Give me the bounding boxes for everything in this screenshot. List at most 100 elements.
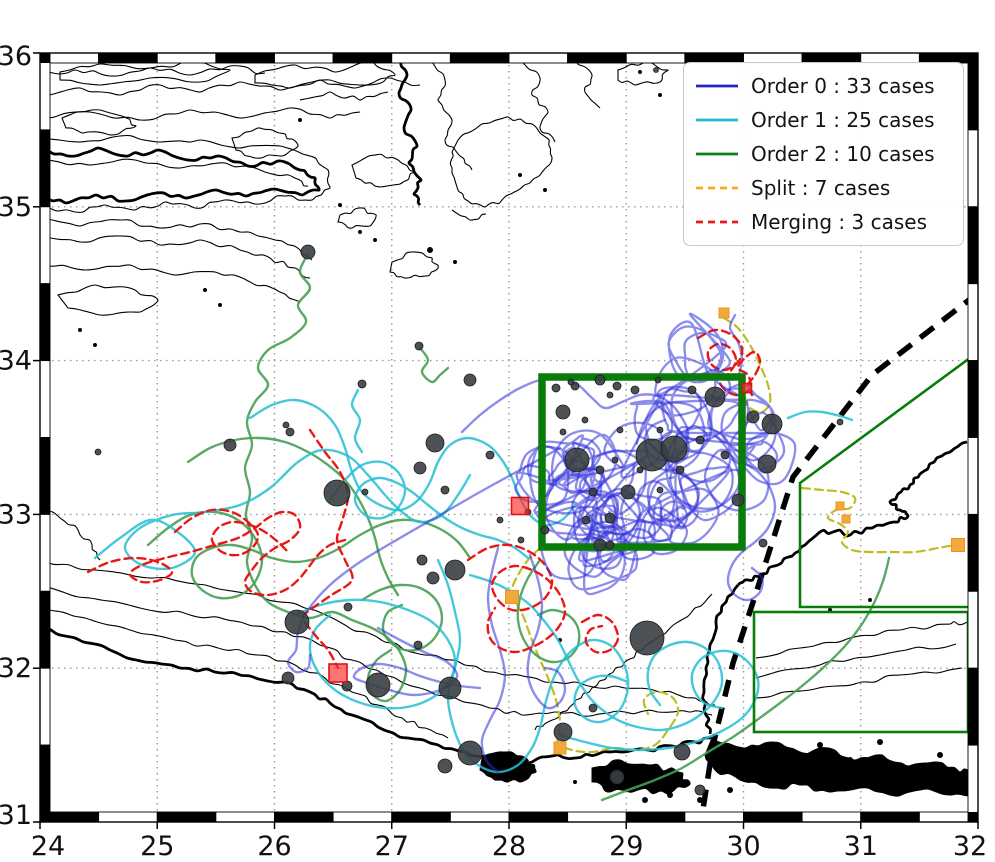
split-event-square (718, 307, 730, 319)
eddy-center-marker (673, 743, 691, 761)
frame-segment-right (967, 744, 979, 823)
bathymetry-contour (451, 209, 487, 221)
x-tick-label: 27 (375, 831, 409, 862)
bathymetry-contour (41, 559, 716, 706)
eddy-center-marker (94, 448, 102, 456)
bathymetry-contour (47, 158, 309, 187)
frame-segment-left (39, 590, 51, 669)
trajectory-merging (173, 508, 290, 557)
land-speck (573, 780, 577, 784)
merging-event-square (328, 663, 348, 683)
land-speck (638, 70, 642, 74)
trajectory-order2 (360, 583, 444, 652)
eddy-center-marker (323, 479, 351, 507)
trajectory-order0 (726, 460, 777, 602)
trajectory-order0 (286, 446, 562, 674)
legend-label-order2: Order 2 : 10 cases (751, 142, 935, 166)
land-speck (203, 288, 207, 292)
land-speck (93, 343, 97, 347)
x-tick-label: 32 (953, 831, 987, 862)
land-speck (817, 742, 823, 748)
eddy-center-marker (836, 418, 844, 426)
trajectory-order2 (418, 346, 450, 384)
land-speck (338, 203, 342, 207)
land-speck (606, 786, 610, 790)
land-speck (757, 757, 763, 763)
trajectory-merging (86, 510, 347, 597)
island-contour (57, 284, 159, 316)
trajectory-order2 (243, 252, 408, 703)
bathymetry-contour (41, 508, 101, 561)
frame-segment-top (98, 52, 158, 64)
bathymetry-contour (41, 584, 713, 717)
land-speck (937, 752, 943, 758)
eddy-center-marker (425, 433, 445, 453)
frame-segment-left (39, 52, 51, 131)
legend-item-order1: Order 1 : 25 cases (694, 103, 953, 137)
coastline (395, 56, 423, 206)
bathymetry-contour (429, 59, 473, 171)
island-contour (389, 251, 439, 279)
frame-segment-left (39, 513, 51, 592)
eddy-center-marker (612, 381, 622, 391)
legend-label-split: Split : 7 cases (751, 176, 891, 200)
split-event-square (505, 590, 519, 604)
frame-segment-left (39, 206, 51, 285)
frame-segment-left (39, 129, 51, 208)
coastline-island (41, 146, 321, 205)
land-speck (543, 188, 547, 192)
frame-corner (968, 812, 978, 822)
bathymetry-contour (755, 667, 963, 699)
eddy-center-marker (604, 512, 616, 524)
frame-segment-right (967, 667, 979, 746)
y-tick-label: 36 (0, 41, 32, 72)
island-contour (449, 116, 553, 208)
eddy-center-marker (609, 769, 625, 785)
eddy-center-marker (675, 465, 685, 475)
eddy-center-marker (588, 703, 598, 713)
land-speck (868, 598, 872, 602)
legend-label-order1: Order 1 : 25 cases (751, 108, 935, 132)
eddy-center-marker (223, 438, 237, 452)
legend-line-order0 (696, 84, 738, 88)
frame-segment-top (156, 52, 217, 64)
eddy-center-marker (496, 516, 504, 524)
trajectory-order2 (186, 436, 400, 597)
frame-segment-top (215, 52, 275, 64)
legend-line-order2 (696, 152, 738, 156)
eddy-center-marker (761, 413, 783, 435)
eddy-center-marker (553, 722, 573, 742)
bathymetry-contour (755, 621, 968, 659)
bathymetry-contour (41, 234, 311, 279)
eddy-center-marker (426, 571, 440, 585)
split-event-square (841, 514, 851, 524)
merging-event-square (741, 382, 753, 394)
eddy-center-marker (720, 450, 730, 460)
map-frame (39, 52, 979, 823)
eddy-center-marker (593, 538, 607, 552)
frame-segment-top (332, 52, 393, 64)
land-speck (658, 93, 662, 97)
frame-segment-left (39, 744, 51, 823)
trajectory-order1 (558, 649, 760, 752)
frame-segment-right (967, 52, 979, 131)
y-tick-label: 31 (0, 800, 32, 831)
eddy-center-marker (581, 416, 589, 424)
x-tick-label: 30 (726, 831, 760, 862)
eddy-center-marker (485, 450, 495, 460)
frame-segment-bottom (801, 811, 862, 823)
land-speck (642, 797, 648, 803)
island-contour (337, 207, 377, 229)
eddy-center-marker (365, 672, 391, 698)
eddy-center-marker (416, 554, 428, 566)
frame-segment-bottom (391, 811, 451, 823)
island-contour (254, 61, 396, 89)
eddy-center-marker (300, 244, 316, 260)
legend-line-split (696, 186, 738, 190)
eddy-center-marker (656, 486, 664, 494)
frame-segment-bottom (274, 811, 334, 823)
bathymetry-contour (299, 91, 389, 101)
island-contour (61, 109, 137, 136)
bathymetry-contour (41, 261, 301, 303)
eddy-center-marker (695, 435, 705, 445)
